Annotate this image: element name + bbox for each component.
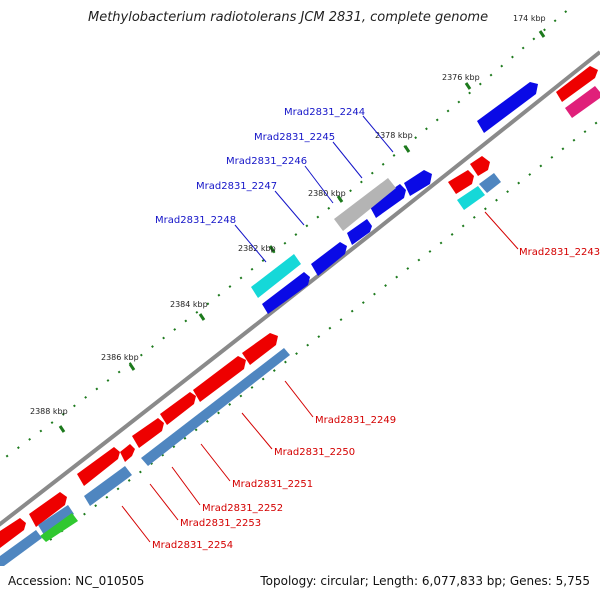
tick-label: 2388 kbp bbox=[30, 407, 68, 416]
gene-arrow[interactable] bbox=[29, 492, 67, 527]
gene-arrow[interactable] bbox=[0, 530, 42, 566]
gene-arrow[interactable] bbox=[251, 254, 301, 298]
major-ticks bbox=[58, 30, 546, 433]
map-title: Methylobacterium radiotolerans JCM 2831,… bbox=[88, 10, 489, 25]
reverse-strand-features bbox=[0, 156, 501, 566]
gene-arrow[interactable] bbox=[120, 444, 135, 462]
gene-label[interactable]: Mrad2831_2243 bbox=[519, 247, 600, 258]
inner-dot-ring bbox=[49, 119, 600, 541]
gene-arrow[interactable] bbox=[470, 156, 490, 176]
tick-label: 2386 kbp bbox=[101, 353, 139, 362]
gene-arrow[interactable] bbox=[77, 447, 120, 486]
label-leaders-top bbox=[234, 115, 394, 263]
gene-arrow[interactable] bbox=[565, 86, 600, 118]
gene-label[interactable]: Mrad2831_2245 bbox=[254, 132, 335, 143]
gene-arrow[interactable] bbox=[448, 170, 474, 194]
gene-arrow[interactable] bbox=[477, 82, 538, 133]
tick-label: 2380 kbp bbox=[308, 189, 346, 198]
gene-label[interactable]: Mrad2831_2252 bbox=[202, 503, 283, 514]
gene-arrow[interactable] bbox=[40, 513, 78, 542]
gene-label[interactable]: Mrad2831_2253 bbox=[180, 518, 261, 529]
gene-label[interactable]: Mrad2831_2249 bbox=[315, 415, 396, 426]
gene-arrow[interactable] bbox=[160, 392, 196, 425]
gene-arrow[interactable] bbox=[334, 178, 396, 231]
gene-label[interactable]: Mrad2831_2246 bbox=[226, 156, 307, 167]
forward-strand-features bbox=[0, 66, 600, 548]
gene-arrow[interactable] bbox=[556, 66, 598, 102]
gene-label[interactable]: Mrad2831_2251 bbox=[232, 479, 313, 490]
gene-label[interactable]: Mrad2831_2254 bbox=[152, 540, 233, 551]
gene-labels-bottom: Mrad2831_2243 Mrad2831_2249 Mrad2831_225… bbox=[152, 247, 600, 551]
gene-arrow[interactable] bbox=[311, 242, 347, 276]
gene-labels-top: Mrad2831_2244 Mrad2831_2245 Mrad2831_224… bbox=[155, 107, 365, 226]
gene-arrow[interactable] bbox=[242, 333, 278, 365]
gene-arrow[interactable] bbox=[0, 518, 26, 548]
gene-arrow[interactable] bbox=[141, 348, 290, 466]
topology-text: Topology: circular; Length: 6,077,833 bp… bbox=[260, 574, 590, 588]
gene-arrow[interactable] bbox=[457, 186, 485, 210]
tick-label: 174 kbp bbox=[513, 14, 546, 23]
accession-text: Accession: NC_010505 bbox=[8, 574, 145, 588]
tick-label: 2376 kbp bbox=[442, 73, 480, 82]
label-leaders-bottom bbox=[121, 211, 519, 543]
gene-arrow[interactable] bbox=[262, 272, 310, 314]
gene-arrow[interactable] bbox=[84, 466, 132, 506]
gene-label[interactable]: Mrad2831_2247 bbox=[196, 181, 277, 192]
gene-label[interactable]: Mrad2831_2248 bbox=[155, 215, 236, 226]
tick-label: 2378 kbp bbox=[375, 131, 413, 140]
gene-arrow[interactable] bbox=[132, 418, 164, 448]
tick-labels: 174 kbp 2376 kbp 2378 kbp 2380 kbp 2382 … bbox=[30, 14, 546, 416]
gene-arrow[interactable] bbox=[479, 173, 501, 193]
gene-arrow[interactable] bbox=[369, 184, 406, 218]
gene-label[interactable]: Mrad2831_2244 bbox=[284, 107, 365, 118]
gene-arrow[interactable] bbox=[347, 219, 372, 245]
gene-arrow[interactable] bbox=[38, 505, 74, 535]
gene-arrow[interactable] bbox=[193, 356, 246, 402]
gene-arrow[interactable] bbox=[404, 170, 432, 196]
outer-dot-ring bbox=[0, 7, 571, 463]
tick-label: 2384 kbp bbox=[170, 300, 208, 309]
gene-label[interactable]: Mrad2831_2250 bbox=[274, 447, 355, 458]
tick-label: 2382 kbp bbox=[238, 244, 276, 253]
